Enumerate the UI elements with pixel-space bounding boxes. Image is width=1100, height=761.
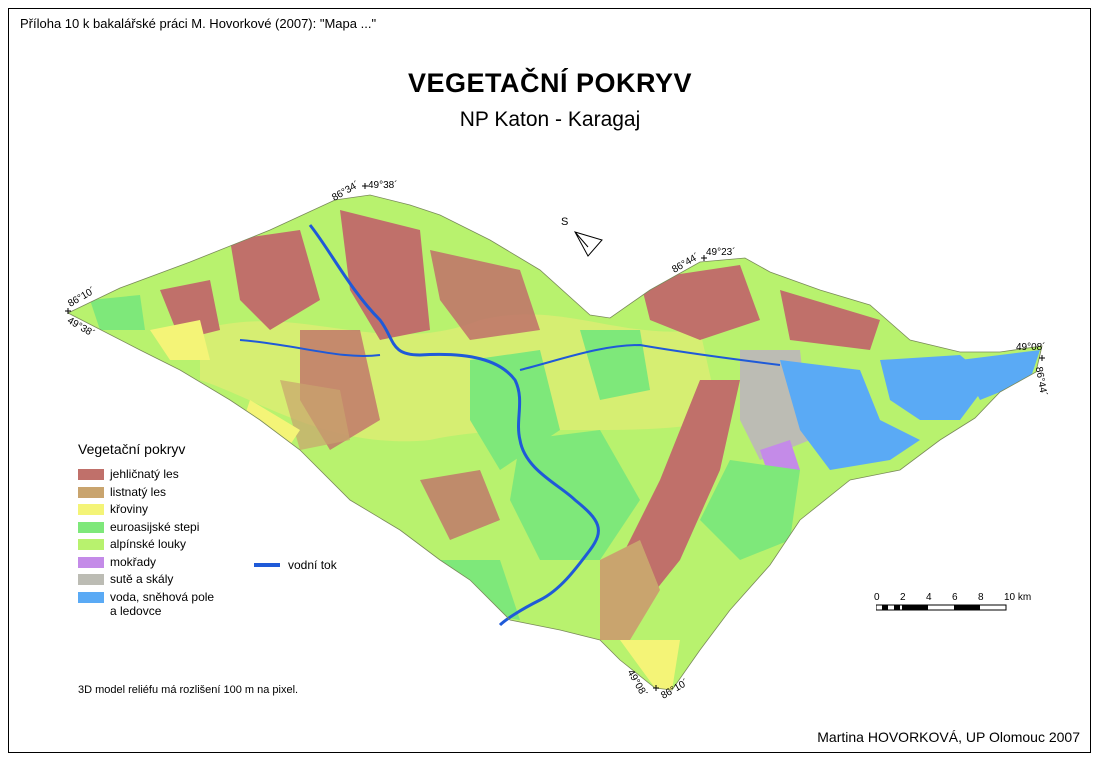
legend-swatch: [78, 521, 104, 533]
legend-item: voda, sněhová pole a ledovce: [78, 590, 214, 622]
scale-tick-label: 2: [900, 592, 906, 603]
resolution-note: 3D model reliéfu má rozlišení 100 m na p…: [78, 684, 299, 696]
legend-swatch: [78, 486, 104, 498]
legend-label: voda, sněhová pole a ledovce: [110, 590, 214, 618]
author-credit: Martina HOVORKOVÁ, UP Olomouc 2007: [817, 729, 1080, 745]
river-legend-label: vodní tok: [288, 558, 337, 572]
scale-bar-graphic: [876, 604, 1007, 611]
legend-swatch: [78, 539, 104, 550]
legend-label: jehličnatý les: [110, 467, 179, 481]
scale-tick-label: 10 km: [1004, 592, 1032, 603]
north-arrow: [573, 231, 603, 257]
legend-item: listnatý les: [78, 485, 214, 503]
legend-item: alpínské louky: [78, 537, 214, 555]
legend-label: mokřady: [110, 554, 157, 569]
river: [308, 224, 600, 627]
legend-label-line2: a ledovce: [110, 603, 162, 618]
terrain-outline: [67, 194, 1043, 691]
river-legend-line: [254, 563, 280, 567]
scale-tick-label: 0: [874, 592, 880, 603]
legend-item: jehličnatý les: [78, 467, 214, 485]
coord-e-lat: 49°08´: [1016, 342, 1046, 353]
map-subtitle: NP Katon - Karagaj: [459, 108, 641, 131]
coord-nw-lat: 49°38´: [368, 180, 398, 191]
legend-swatch: [78, 469, 104, 480]
coord-ne-lat: 49°23´: [706, 247, 736, 258]
legend-title: Vegetační pokryv: [78, 441, 186, 457]
river-legend: vodní tok: [254, 558, 337, 572]
river-tributary: [239, 339, 781, 371]
scale-tick-label: 6: [952, 592, 958, 603]
scale-bar: 0 2 4 6 8 10 km: [874, 592, 1034, 616]
legend-label: euroasijské stepi: [110, 519, 200, 534]
legend-label: křoviny: [110, 502, 149, 516]
legend-item: křoviny: [78, 502, 214, 520]
legend-label: sutě a skály: [110, 572, 174, 586]
legend-swatch: [78, 504, 104, 515]
scale-tick-label: 4: [926, 592, 932, 603]
legend-label-line1: voda, sněhová pole: [110, 589, 215, 604]
legend-label: alpínské louky: [110, 537, 187, 551]
legend-item: sutě a skály: [78, 572, 214, 590]
map-frame: [8, 8, 1091, 753]
legend-swatch: [78, 556, 104, 568]
scale-tick-label: 8: [978, 592, 984, 603]
north-label: S: [561, 216, 569, 228]
legend: Vegetační pokryv jehličnatý les listnatý…: [78, 441, 214, 622]
legend-label: listnatý les: [110, 484, 167, 499]
legend-item: euroasijské stepi: [78, 520, 214, 538]
header-note: Příloha 10 k bakalářské práci M. Hovorko…: [20, 16, 377, 31]
corner-crosses: [65, 183, 1045, 691]
map-title: VEGETAČNÍ POKRYV: [407, 68, 693, 98]
legend-swatch: [78, 591, 104, 603]
legend-swatch: [78, 574, 104, 585]
legend-item: mokřady: [78, 555, 214, 573]
